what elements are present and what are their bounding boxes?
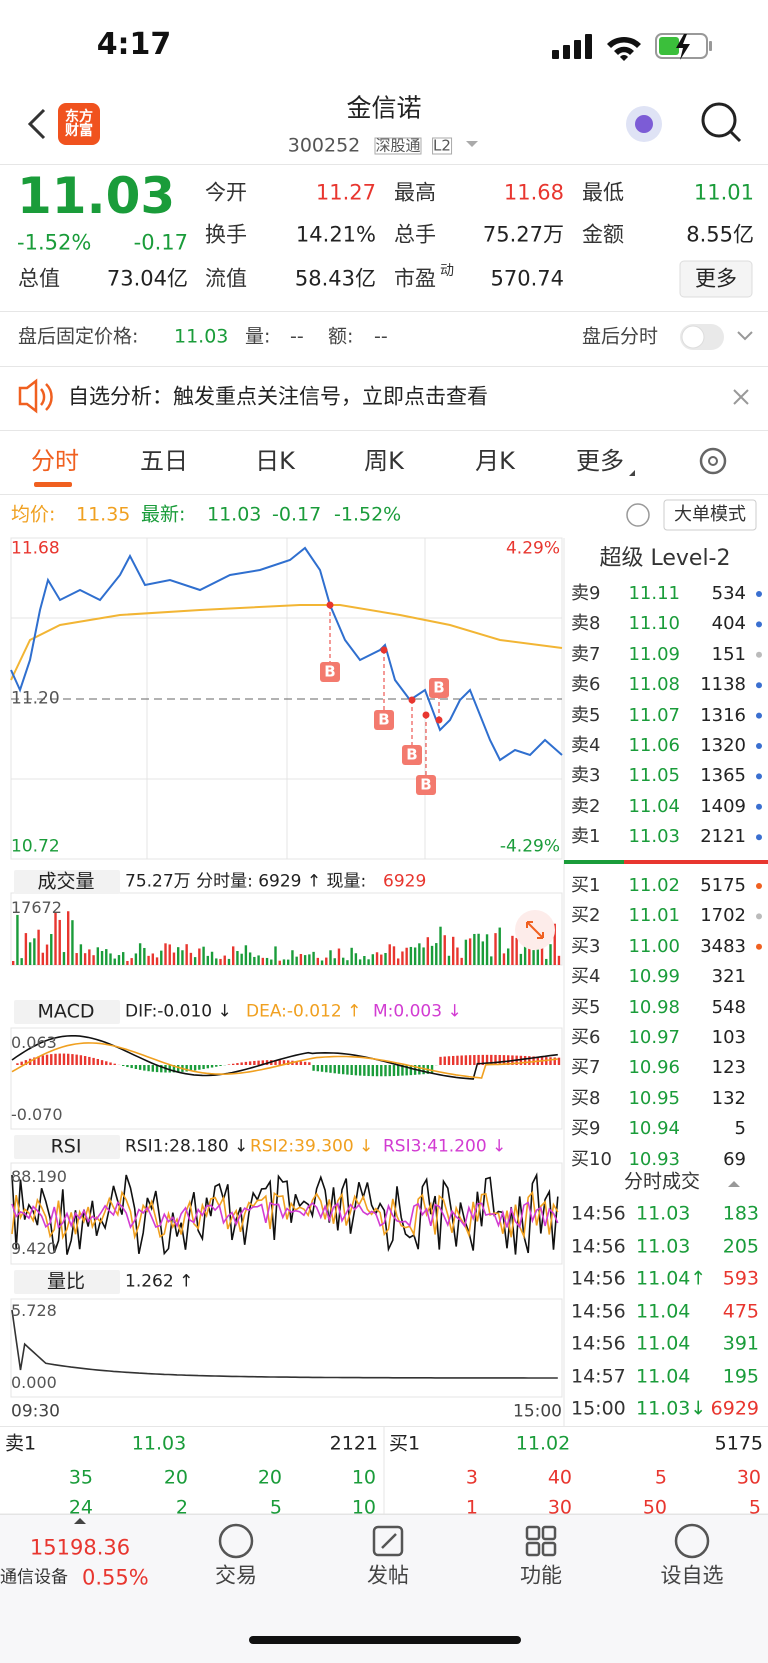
nav-icons bbox=[0, 0, 768, 1662]
screen: (() => { const data = JSON.parse(documen… bbox=[0, 0, 768, 1662]
